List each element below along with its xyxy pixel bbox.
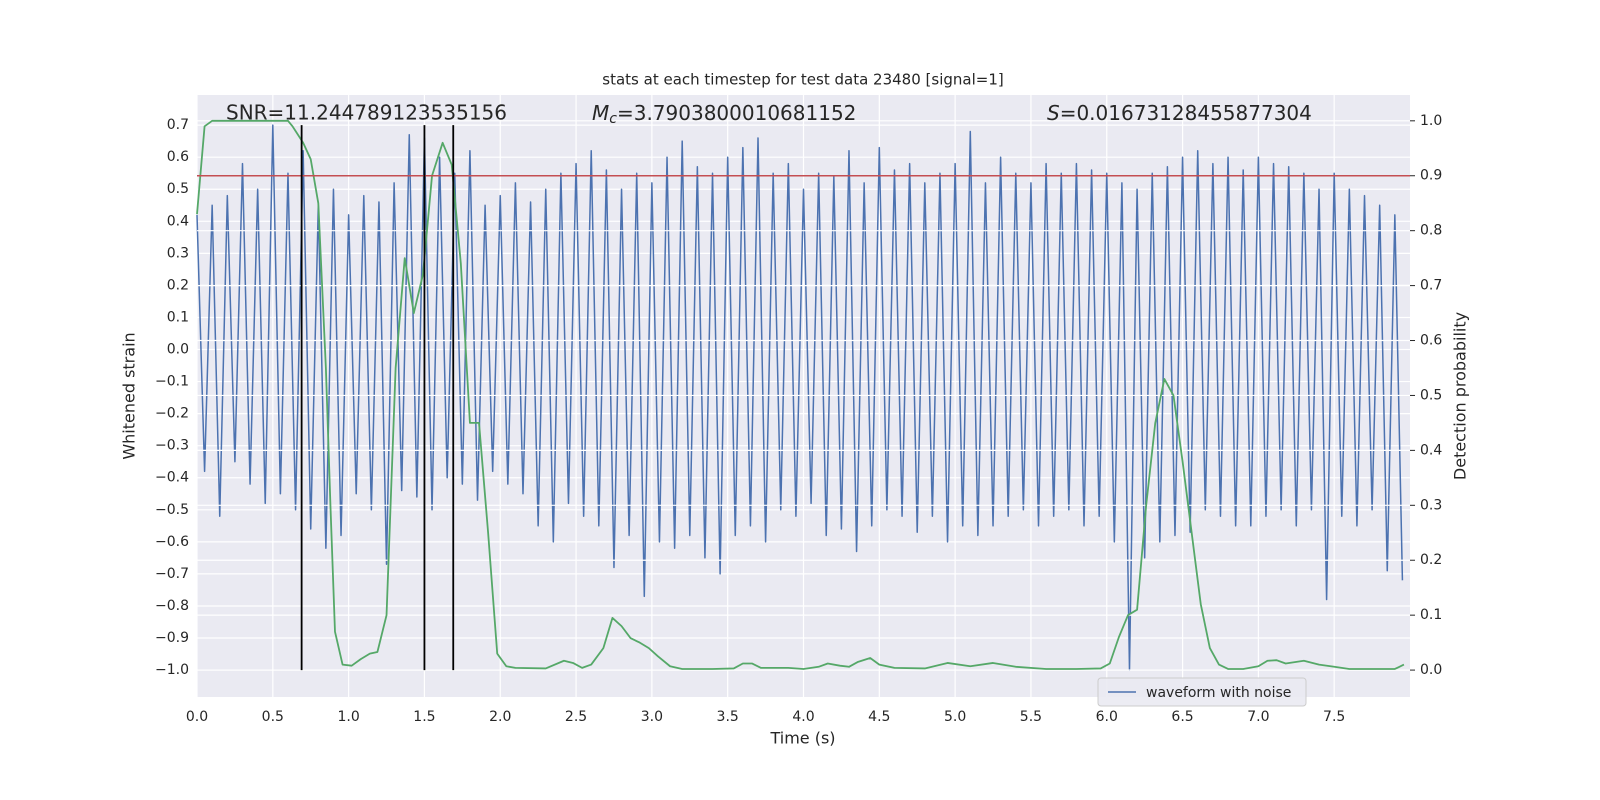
chart-title: stats at each timestep for test data 234… [602, 71, 1003, 89]
x-tick-label: 1.5 [413, 709, 435, 725]
annotation: Mc=3.7903800010681152 [592, 101, 856, 128]
annotation: SNR=11.244789123535156 [226, 101, 507, 125]
x-tick-label: 7.0 [1247, 709, 1269, 725]
x-axis-label: Time (s) [769, 729, 835, 748]
y-tick-label: −0.2 [155, 406, 189, 422]
x-tick-label: 7.5 [1323, 709, 1345, 725]
x-tick-label: 4.0 [792, 709, 814, 725]
y-tick-label: 0.5 [167, 181, 189, 197]
x-tick-label: 4.5 [868, 709, 890, 725]
x-tick-label: 3.0 [641, 709, 663, 725]
y-tick-label: −0.5 [155, 502, 189, 518]
y2-tick-label: 1.0 [1420, 113, 1442, 129]
y-tick-label: −0.8 [155, 598, 189, 614]
legend-box [1097, 677, 1307, 707]
x-tick-label: 2.5 [565, 709, 587, 725]
annotation: S=0.01673128455877304 [1047, 101, 1312, 125]
y-tick-label: −0.6 [155, 534, 189, 550]
y-tick-label: 0.7 [167, 117, 189, 133]
y2-tick-label: 0.4 [1420, 442, 1442, 458]
x-tick-label: 5.0 [944, 709, 966, 725]
x-tick-label: 0.0 [186, 709, 208, 725]
y2-tick-label: 0.3 [1420, 497, 1442, 513]
probability-line [196, 119, 1405, 670]
y-tick-label: 0.0 [167, 342, 189, 358]
annotation-symbol: S [1047, 101, 1060, 125]
y-tick-label: −1.0 [155, 662, 189, 678]
y-tick-label: 0.4 [167, 213, 189, 229]
annotation-subscript: c [609, 111, 617, 127]
y-tick-label: −0.4 [155, 470, 189, 486]
x-tick-label: 2.0 [489, 709, 511, 725]
y-tick-label: 0.2 [167, 277, 189, 293]
x-tick-label: 3.5 [717, 709, 739, 725]
y-tick-label: 0.1 [167, 309, 189, 325]
over-layer [196, 119, 1410, 671]
x-tick-label: 0.5 [262, 709, 284, 725]
y-tick-label: 0.3 [167, 245, 189, 261]
annotation-value: =0.01673128455877304 [1060, 101, 1312, 125]
legend-label: waveform with noise [1146, 685, 1291, 701]
y2-tick-label: 0.0 [1420, 662, 1442, 678]
annotation-symbol: M [592, 101, 609, 125]
y2-axis-label: Detection probability [1451, 312, 1470, 480]
y2-tick-label: 0.2 [1420, 552, 1442, 568]
y2-tick-label: 0.5 [1420, 387, 1442, 403]
y-tick-label: 0.6 [167, 149, 189, 165]
y-tick-label: −0.1 [155, 374, 189, 390]
y2-tick-label: 0.8 [1420, 223, 1442, 239]
y-tick-label: −0.9 [155, 630, 189, 646]
y2-tick-label: 0.7 [1420, 278, 1442, 294]
annotation-value: =3.7903800010681152 [617, 101, 856, 125]
y-tick-label: −0.7 [155, 566, 189, 582]
y2-tick-label: 0.6 [1420, 333, 1442, 349]
x-tick-label: 1.0 [337, 709, 359, 725]
y2-tick-label: 0.1 [1420, 607, 1442, 623]
x-tick-label: 5.5 [1020, 709, 1042, 725]
y2-tick-label: 0.9 [1420, 168, 1442, 184]
y-axis-label: Whitened strain [120, 332, 139, 459]
x-tick-label: 6.0 [1096, 709, 1118, 725]
x-tick-label: 6.5 [1171, 709, 1193, 725]
y-tick-label: −0.3 [155, 438, 189, 454]
